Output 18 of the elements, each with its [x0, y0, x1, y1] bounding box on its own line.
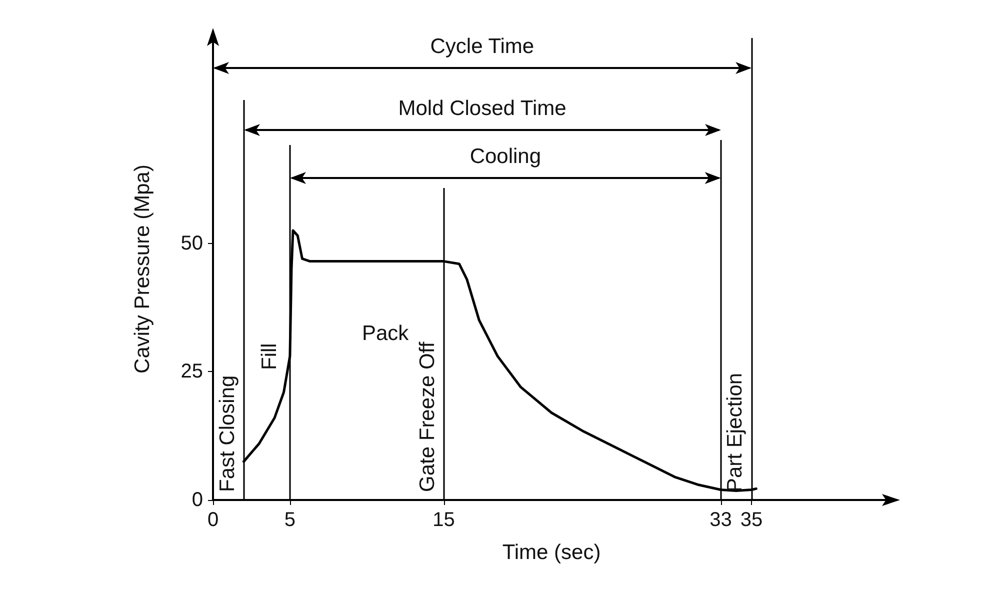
x-axis-title: Time (sec): [502, 541, 601, 564]
ref-line-label: Gate Freeze Off: [416, 342, 439, 492]
y-tick-label: 50: [180, 232, 203, 254]
y-tick-label: 25: [180, 360, 203, 383]
ref-line-label: Part Ejection: [724, 372, 747, 492]
annotation: Pack: [362, 322, 409, 346]
y-tick-label: 0: [192, 489, 203, 511]
ref-line-label: Fast Closing: [216, 375, 239, 492]
x-tick-label: 15: [432, 509, 455, 531]
annotation: Fill: [258, 343, 282, 370]
x-tick-label: 33: [710, 509, 732, 531]
annotation: Mold Closed Time: [398, 97, 566, 121]
x-tick-label: 0: [207, 509, 219, 531]
x-tick-label: 5: [284, 509, 296, 531]
y-axis-title: Cavity Pressure (Mpa): [131, 164, 154, 374]
x-tick-label: 35: [740, 509, 763, 531]
annotation: Cycle Time: [430, 35, 534, 59]
annotation: Cooling: [470, 145, 542, 169]
